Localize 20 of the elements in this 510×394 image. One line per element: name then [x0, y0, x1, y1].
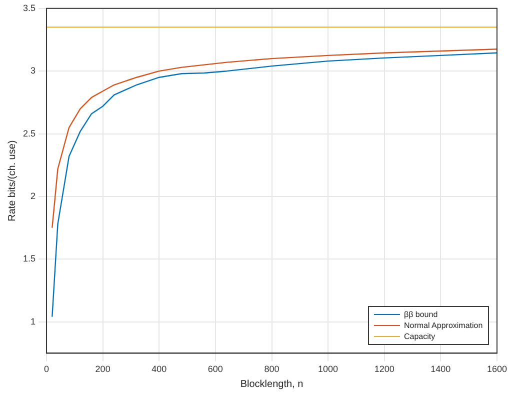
y-tick-label: 1 — [30, 316, 36, 326]
x-tick-label: 1600 — [486, 364, 508, 374]
legend-label: ββ bound — [404, 310, 438, 320]
legend-label: Normal Approximation — [404, 321, 483, 330]
x-tick-label: 600 — [208, 364, 223, 374]
x-tick-label: 1400 — [430, 364, 451, 374]
x-tick-label: 200 — [95, 364, 110, 374]
y-axis-title: Rate bits/(ch. use) — [6, 140, 18, 222]
x-tick-label: 1200 — [374, 364, 394, 374]
y-tick-label: 2.5 — [22, 128, 36, 138]
x-axis-title: Blocklength, n — [240, 378, 304, 390]
y-tick-label: 3.5 — [22, 2, 36, 13]
y-tick-label: 3 — [30, 66, 36, 76]
y-tick-label: 2 — [30, 190, 36, 201]
legend-label: Capacity — [404, 332, 436, 342]
x-tick-label: 800 — [264, 364, 280, 374]
x-tick-label: 0 — [44, 364, 50, 374]
y-tick-label: 1.5 — [22, 254, 36, 264]
x-tick-label: 400 — [152, 364, 167, 374]
x-tick-label: 1000 — [318, 364, 338, 374]
